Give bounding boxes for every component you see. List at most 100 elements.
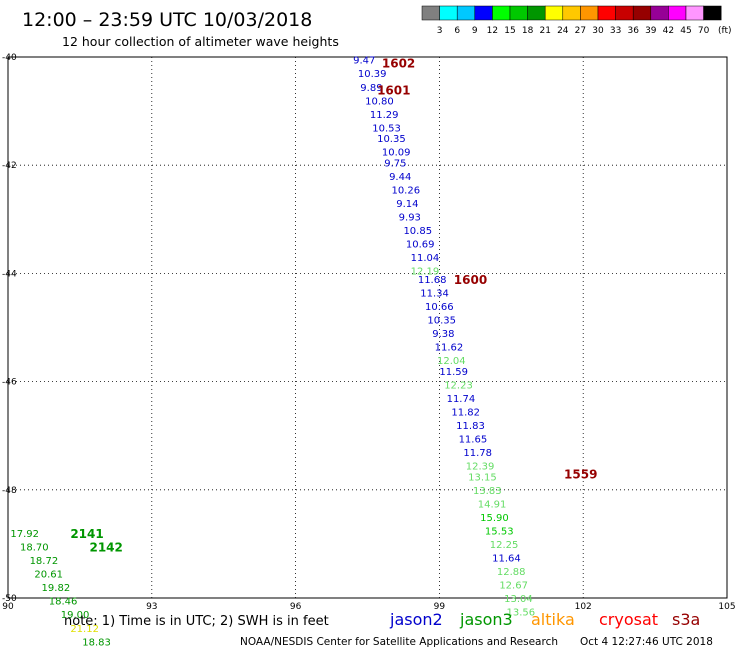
chart-title: 12:00 – 23:59 UTC 10/03/2018	[22, 9, 312, 31]
footer-note: note: 1) Time is in UTC; 2) SWH is in fe…	[64, 614, 329, 629]
wave-height-value: 18.46	[49, 597, 78, 608]
footer-timestamp: Oct 4 12:27:46 UTC 2018	[580, 636, 713, 648]
satellite-legend: jason2 jason3 altika cryosat s3a	[389, 610, 700, 629]
y-tick-label: -48	[2, 486, 17, 496]
wave-height-value: 10.09	[382, 148, 411, 159]
y-tick-labels: -40 -42 -44 -46 -48 -50	[2, 53, 17, 604]
wave-height-value: 18.83	[82, 637, 111, 648]
x-tick-label: 99	[434, 602, 446, 612]
pass-number: 1601	[377, 83, 410, 97]
satellite-legend-jason3: jason3	[459, 610, 513, 629]
y-tick-label: -50	[2, 594, 17, 604]
wave-height-value: 11.82	[451, 407, 480, 418]
wave-height-value: 19.00	[61, 610, 90, 621]
wave-height-value: 12.04	[437, 356, 466, 367]
wave-height-value: 12.19	[411, 267, 440, 278]
wave-height-value: 10.69	[406, 240, 435, 251]
wave-height-value: 20.61	[34, 570, 63, 581]
wave-height-value: 10.26	[391, 186, 420, 197]
colorbar-tick-label: 45	[680, 26, 691, 36]
colorbar-tick-label: 30	[592, 26, 604, 36]
wave-height-value: 13.04	[504, 594, 533, 605]
pass-number: 2142	[89, 541, 122, 555]
colorbar-tick-label: 39	[645, 26, 657, 36]
colorbar-tick-label: 70	[698, 26, 710, 36]
wave-height-value: 10.53	[372, 123, 401, 134]
pass-number: 1559	[564, 468, 597, 482]
x-tick-label: 93	[146, 602, 157, 612]
wave-height-value: 12.25	[490, 540, 519, 551]
footer-credit: NOAA/NESDIS Center for Satellite Applica…	[240, 636, 558, 648]
wave-height-value: 9.14	[396, 199, 418, 210]
wave-height-value: 12.88	[497, 567, 526, 578]
colorbar-swatch	[632, 5, 652, 21]
wave-height-value: 13.56	[507, 608, 536, 619]
colorbar-unit: (ft)	[718, 26, 732, 36]
chart-subtitle: 12 hour collection of altimeter wave hei…	[62, 34, 339, 49]
colorbar-tick-label: 9	[472, 26, 478, 36]
wave-height-value: 11.59	[439, 367, 468, 378]
pass-number: 1600	[454, 273, 487, 287]
colorbar-tick-label: 3	[437, 26, 443, 36]
satellite-legend-jason2: jason2	[389, 610, 443, 629]
colorbar-swatch	[544, 5, 564, 21]
wave-height-labels: 9.4710.399.8910.8011.2910.5310.3510.099.…	[10, 56, 536, 649]
wave-height-value: 9.47	[353, 56, 375, 67]
colorbar-tick-label: 42	[663, 26, 674, 36]
x-tick-label: 96	[290, 602, 302, 612]
x-tick-labels: 90 93 96 99 102 105	[2, 602, 735, 612]
wave-height-value: 15.90	[480, 513, 509, 524]
wave-height-value: 9.75	[384, 158, 406, 169]
colorbar-swatch	[421, 5, 440, 21]
colorbar-tick-label: 6	[454, 26, 460, 36]
satellite-legend-s3a: s3a	[672, 610, 700, 629]
y-tick-label: -42	[2, 161, 17, 171]
wave-height-value: 9.89	[360, 83, 382, 94]
wave-height-value: 10.66	[425, 302, 454, 313]
colorbar-tick-label: 12	[487, 26, 498, 36]
colorbar-swatch	[456, 5, 476, 21]
colorbar-swatch	[668, 5, 687, 21]
colorbar-swatch	[615, 5, 634, 21]
wave-height-value: 9.93	[399, 213, 421, 224]
colorbar-swatch	[703, 5, 722, 21]
pass-number: 1602	[382, 56, 415, 70]
colorbar-swatch	[685, 5, 704, 21]
wave-height-value: 17.92	[10, 529, 39, 540]
wave-height-value: 18.70	[20, 543, 49, 554]
wave-height-value: 12.67	[499, 580, 528, 591]
satellite-legend-altika: altika	[531, 610, 575, 629]
wave-height-value: 13.15	[468, 472, 497, 483]
colorbar-swatch	[492, 5, 511, 21]
wave-height-value: 9.44	[389, 172, 411, 183]
wave-height-value: 12.39	[466, 461, 495, 472]
colorbar-legend: 3 6 9 12 15 18 21 24 27 30 33 36 39 42 45 70	[421, 5, 722, 36]
x-tick-label: 90	[2, 602, 14, 612]
wave-height-value: 10.35	[377, 134, 406, 145]
colorbar-swatch	[650, 5, 669, 21]
colorbar-swatch	[527, 5, 546, 21]
wave-height-value: 21.12	[70, 624, 99, 635]
wave-height-value: 11.74	[447, 394, 476, 405]
grid-lines	[8, 57, 727, 598]
colorbar-tick-label: 24	[557, 26, 569, 36]
colorbar-swatch	[439, 5, 458, 21]
wave-height-value: 10.85	[403, 226, 432, 237]
colorbar-swatch	[562, 5, 581, 21]
colorbar-tick-label: 36	[627, 26, 639, 36]
colorbar-swatch	[580, 5, 599, 21]
wave-height-value: 10.35	[427, 315, 456, 326]
colorbar-swatch	[474, 5, 493, 21]
colorbar-tick-label: 21	[539, 26, 550, 36]
colorbar-swatch	[509, 5, 528, 21]
wave-height-value: 11.83	[456, 421, 485, 432]
wave-height-value: 15.53	[485, 526, 514, 537]
colorbar-tick-label: 15	[504, 26, 515, 36]
y-tick-label: -46	[2, 378, 17, 388]
y-tick-label: -40	[2, 53, 17, 63]
colorbar-tick-label: 18	[522, 26, 534, 36]
wave-height-value: 11.68	[418, 275, 447, 286]
plot-frame	[7, 56, 728, 599]
wave-height-value: 11.04	[411, 253, 440, 264]
